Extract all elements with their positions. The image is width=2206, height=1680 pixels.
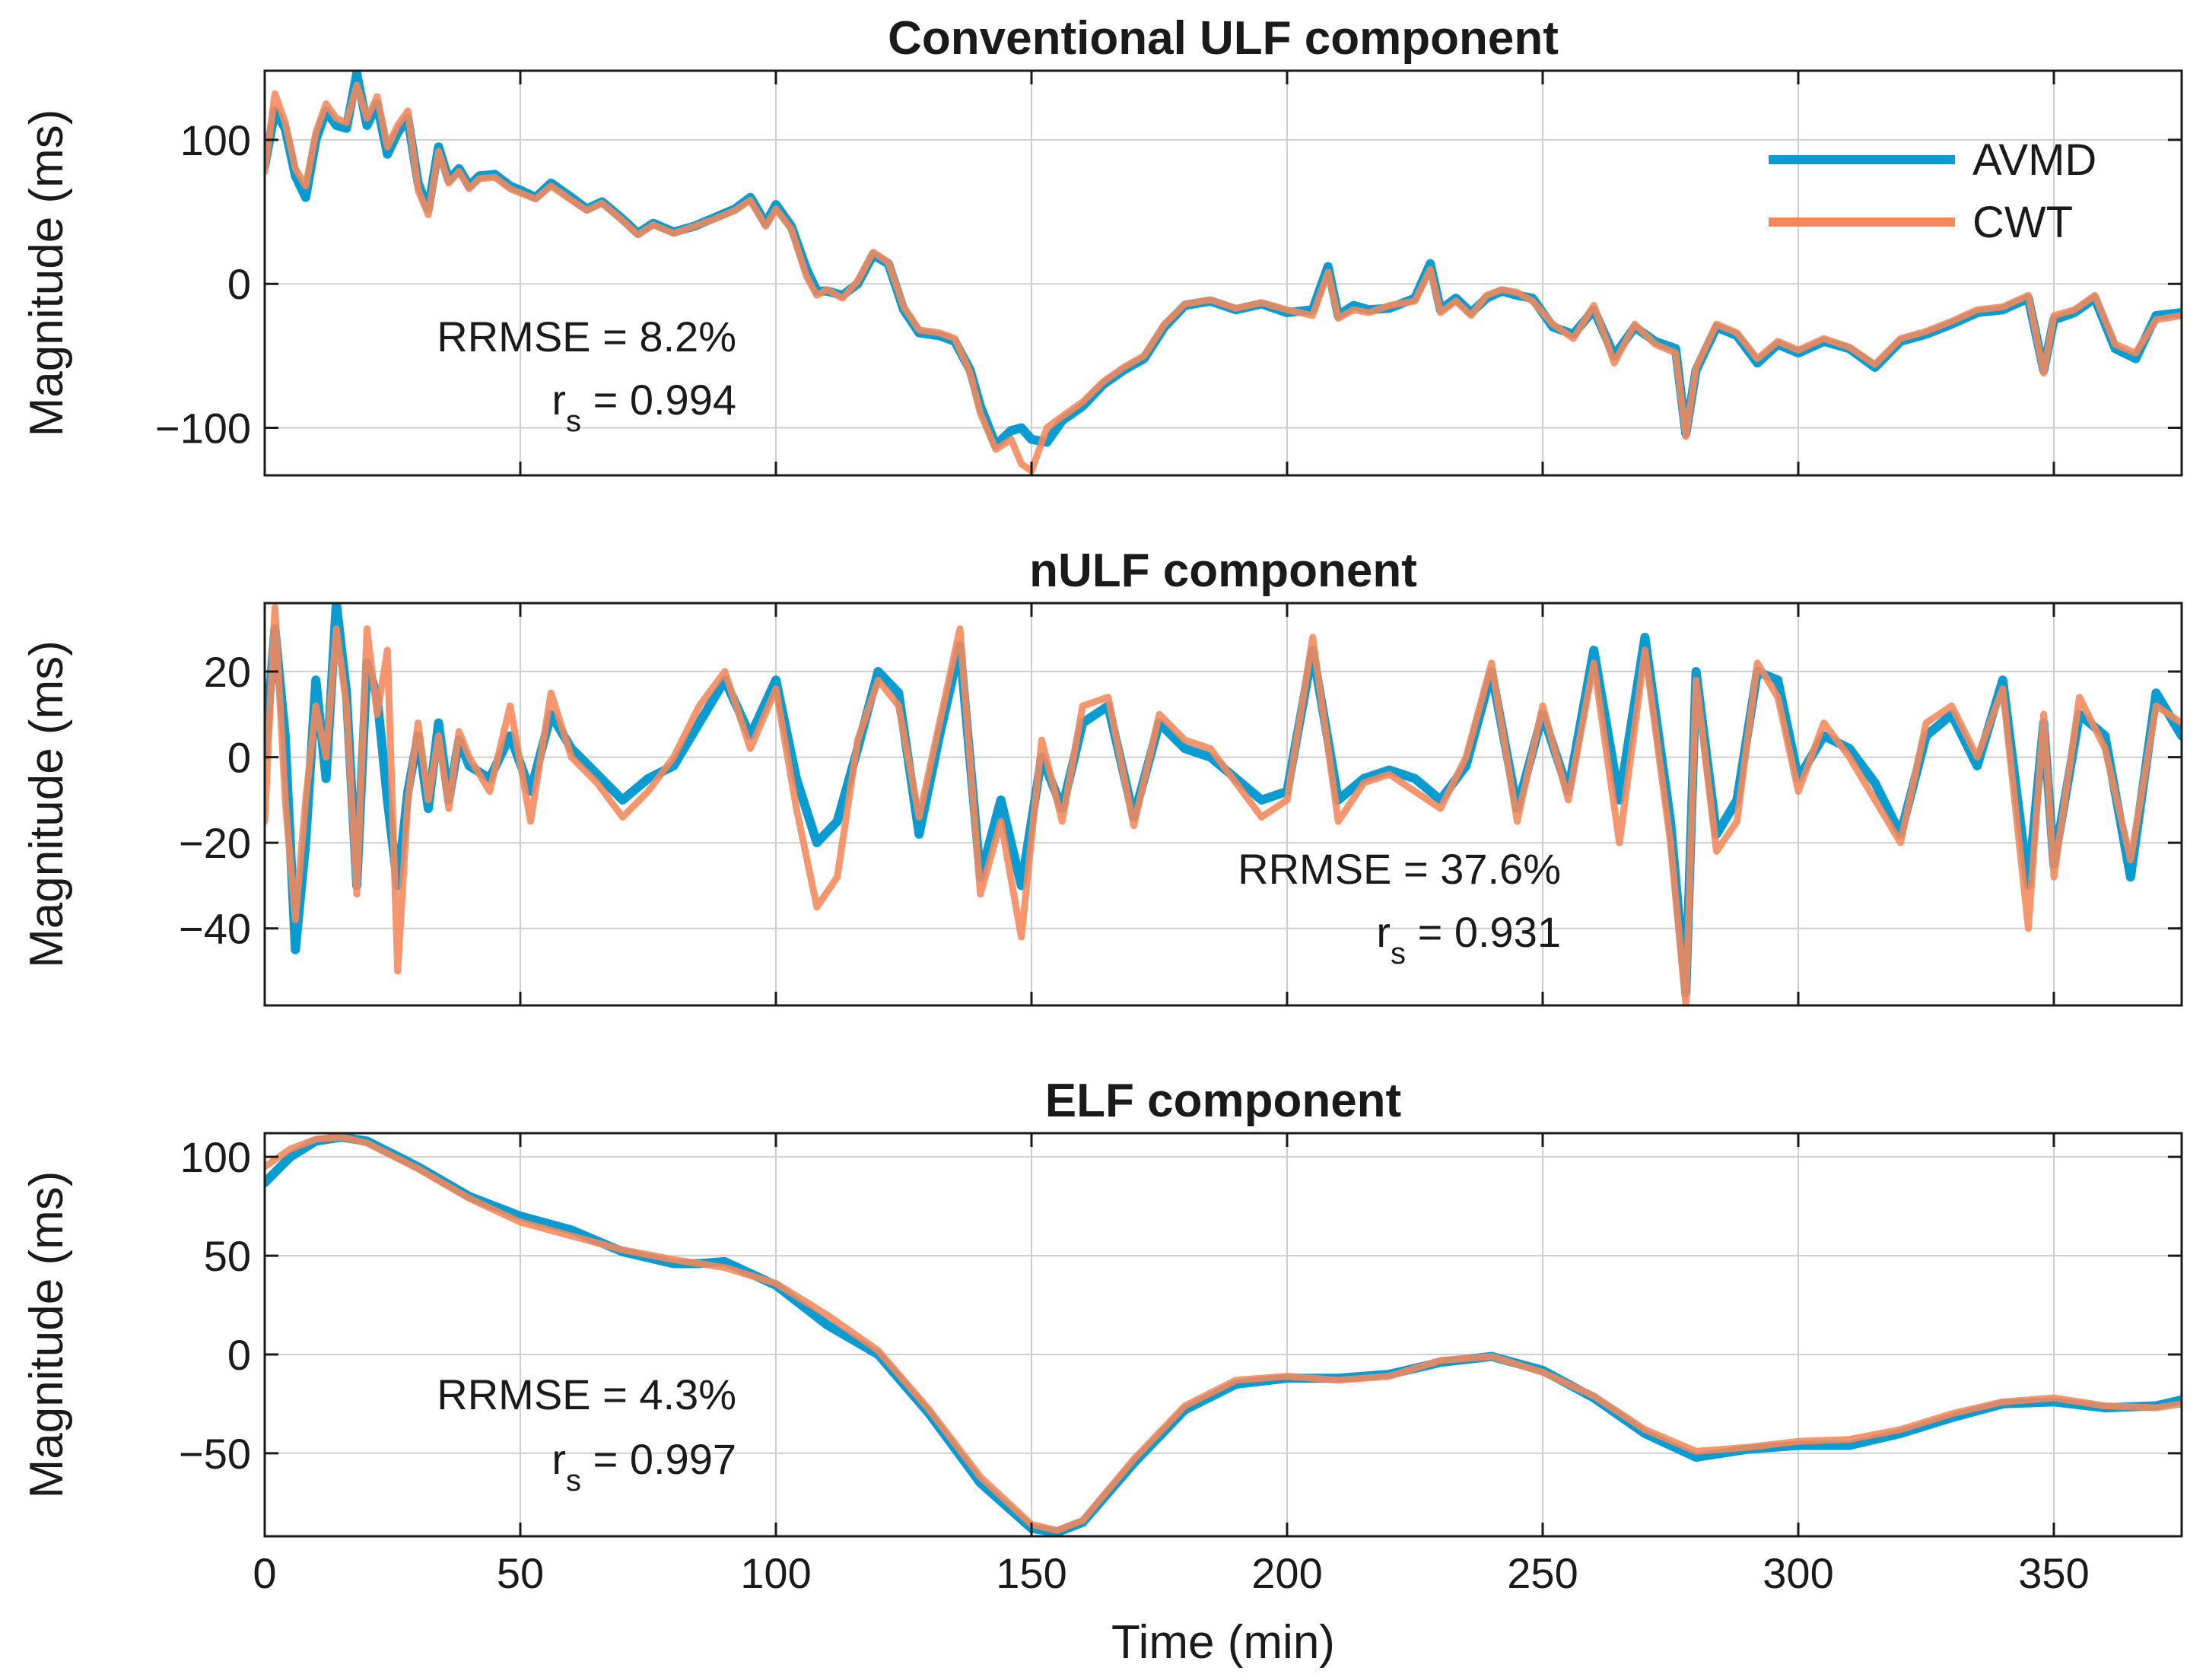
stat-rrmse: RRMSE = 4.3% xyxy=(437,1370,736,1418)
y-tick-label: 0 xyxy=(227,734,251,782)
y-tick-label: −40 xyxy=(179,905,251,953)
x-axis-label: Time (min) xyxy=(1111,1616,1335,1669)
panel-title: Conventional ULF component xyxy=(888,12,1559,65)
stat-rs: rs = 0.997 xyxy=(552,1435,736,1497)
y-tick-label: −100 xyxy=(155,405,251,453)
x-tick-label: 300 xyxy=(1763,1549,1833,1597)
stat-rs: rs = 0.931 xyxy=(1376,908,1561,970)
stat-rrmse: RRMSE = 37.6% xyxy=(1238,845,1561,893)
series-line-cwt xyxy=(265,604,2182,1005)
y-tick-label: 50 xyxy=(204,1232,251,1280)
legend-label-cwt: CWT xyxy=(1972,198,2073,247)
x-tick-label: 200 xyxy=(1251,1549,1322,1597)
panel-title: ELF component xyxy=(1045,1075,1401,1127)
stat-rrmse: RRMSE = 8.2% xyxy=(437,313,736,360)
stat-rs: rs = 0.994 xyxy=(552,376,736,438)
y-tick-label: −50 xyxy=(179,1430,251,1478)
x-tick-label: 250 xyxy=(1507,1549,1578,1597)
axes-frame xyxy=(263,602,2183,1007)
y-tick-label: 0 xyxy=(227,1331,251,1379)
x-tick-label: 0 xyxy=(253,1549,276,1597)
x-tick-label: 100 xyxy=(740,1549,811,1597)
y-tick-label: −20 xyxy=(179,819,251,867)
y-tick-label: 100 xyxy=(180,116,251,164)
x-tick-label: 50 xyxy=(497,1549,544,1597)
series-line-avmd xyxy=(265,603,2182,998)
legend-label-avmd: AVMD xyxy=(1972,135,2096,185)
y-axis-label: Magnitude (ms) xyxy=(21,1171,73,1499)
axes-frame xyxy=(263,1132,2183,1538)
x-tick-label: 150 xyxy=(996,1549,1066,1597)
panel-title: nULF component xyxy=(1029,545,1417,597)
axes-frame xyxy=(263,69,2183,477)
series-line-cwt xyxy=(265,81,2182,475)
y-tick-label: 20 xyxy=(204,648,251,696)
y-tick-label: 0 xyxy=(227,260,251,308)
y-tick-label: 100 xyxy=(180,1133,251,1181)
series-line-cwt xyxy=(265,1133,2182,1534)
y-axis-label: Magnitude (ms) xyxy=(21,640,73,968)
x-tick-label: 350 xyxy=(2018,1549,2089,1597)
y-axis-label: Magnitude (ms) xyxy=(21,110,73,437)
